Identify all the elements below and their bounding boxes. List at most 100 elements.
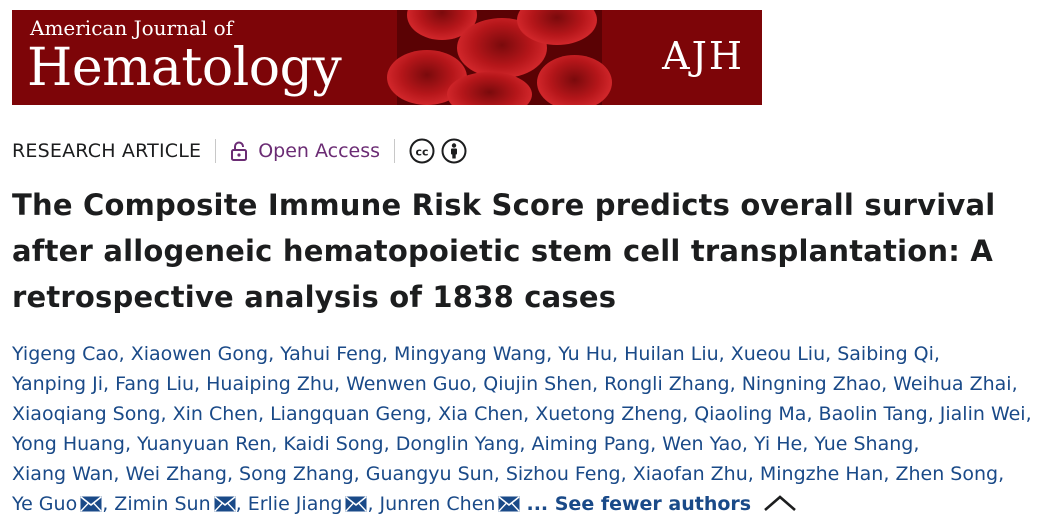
author-name[interactable]: Qiujin Shen xyxy=(483,373,593,395)
author-item[interactable]: Yue Shang xyxy=(814,433,913,455)
author-name[interactable]: Wenwen Guo xyxy=(346,373,472,395)
author-name[interactable]: Donglin Yang xyxy=(395,433,520,455)
author-item[interactable]: Weihua Zhai xyxy=(893,373,1011,395)
author-name[interactable]: Mingyang Wang xyxy=(393,343,547,365)
author-item[interactable]: Qiujin Shen xyxy=(483,373,592,395)
author-item[interactable]: Junren Chen xyxy=(380,493,521,515)
author-name[interactable]: Xiaowen Gong xyxy=(130,343,269,365)
author-item[interactable]: Yigeng Cao xyxy=(12,343,119,365)
author-name[interactable]: Guangyu Sun xyxy=(365,463,494,485)
author-name[interactable]: Qiaoling Ma xyxy=(694,403,807,425)
author-name[interactable]: Liangquan Geng xyxy=(270,403,427,425)
journal-banner[interactable]: American Journal of Hematology AJH xyxy=(12,10,762,105)
author-item[interactable]: Wen Yao xyxy=(662,433,742,455)
author-item[interactable]: Kaidi Song xyxy=(283,433,383,455)
author-item[interactable]: Mingzhe Han xyxy=(760,463,884,485)
author-item[interactable]: Fang Liu xyxy=(115,373,194,395)
author-name[interactable]: Xin Chen xyxy=(172,403,258,425)
author-name[interactable]: Erlie Jiang xyxy=(247,493,343,515)
journal-abbrev-logo: AJH xyxy=(662,34,744,78)
author-item[interactable]: Yong Huang xyxy=(12,433,125,455)
author-item[interactable]: Liangquan Geng xyxy=(270,403,426,425)
author-item[interactable]: Erlie Jiang xyxy=(248,493,368,515)
author-name[interactable]: Song Zhang xyxy=(239,463,354,485)
author-name[interactable]: Xiang Wan xyxy=(12,463,114,485)
author-item[interactable]: Saibing Qi xyxy=(837,343,934,365)
author-item[interactable]: Huaiping Zhu xyxy=(206,373,334,395)
author-item[interactable]: Xiaoqiang Song xyxy=(12,403,160,425)
author-name[interactable]: Baolin Tang xyxy=(818,403,928,425)
author-name[interactable]: Xia Chen xyxy=(438,403,524,425)
author-name[interactable]: Ye Guo xyxy=(12,493,78,515)
author-item[interactable]: Qiaoling Ma xyxy=(694,403,806,425)
author-item[interactable]: Song Zhang xyxy=(239,463,354,485)
author-item[interactable]: Donglin Yang xyxy=(396,433,520,455)
author-name[interactable]: Mingzhe Han xyxy=(759,463,884,485)
author-name[interactable]: Huaiping Zhu xyxy=(206,373,334,395)
author-item[interactable]: Rongli Zhang xyxy=(604,373,729,395)
author-name[interactable]: Zhen Song xyxy=(895,463,999,485)
email-icon[interactable] xyxy=(80,491,102,512)
author-item[interactable]: Wei Zhang xyxy=(125,463,227,485)
chevron-up-icon[interactable] xyxy=(763,491,797,511)
author-name[interactable]: Yigeng Cao xyxy=(12,343,119,365)
author-item[interactable]: Huilan Liu xyxy=(624,343,719,365)
author-item[interactable]: Zimin Sun xyxy=(114,491,236,515)
author-name[interactable]: Yi He xyxy=(753,433,803,455)
author-item[interactable]: Ye Guo xyxy=(12,493,102,515)
email-icon[interactable] xyxy=(214,491,236,512)
author-name[interactable]: Rongli Zhang xyxy=(604,373,730,395)
author-name[interactable]: Yanping Ji xyxy=(12,373,104,395)
author-name[interactable]: Xueou Liu xyxy=(730,343,826,365)
see-fewer-authors-link[interactable]: ... See fewer authors xyxy=(526,493,752,515)
author-item[interactable]: Sizhou Feng xyxy=(506,463,621,485)
author-name[interactable]: Junren Chen xyxy=(379,493,496,515)
author-item[interactable]: Ningning Zhao xyxy=(742,373,881,395)
author-item[interactable]: Yuanyuan Ren xyxy=(137,433,271,455)
author-item[interactable]: Xiaofan Zhu xyxy=(633,463,748,485)
open-access-link[interactable]: Open Access xyxy=(230,140,380,162)
license-icons[interactable]: cc xyxy=(409,138,467,164)
author-name[interactable]: Yu Hu xyxy=(558,343,613,365)
author-name[interactable]: Huilan Liu xyxy=(624,343,719,365)
author-item[interactable]: Xueou Liu xyxy=(731,343,825,365)
author-name[interactable]: Yahui Feng xyxy=(280,343,382,365)
author-name[interactable]: Yong Huang xyxy=(12,433,125,455)
author-name[interactable]: Xiaofan Zhu xyxy=(632,463,748,485)
author-item[interactable]: Yahui Feng xyxy=(280,343,382,365)
author-item[interactable]: Baolin Tang xyxy=(819,403,928,425)
author-name[interactable]: Jialin Wei xyxy=(939,403,1026,425)
author-name[interactable]: Ningning Zhao xyxy=(741,373,882,395)
author-item[interactable]: Wenwen Guo xyxy=(346,373,471,395)
author-item[interactable]: Mingyang Wang xyxy=(394,343,546,365)
author-name[interactable]: Yuanyuan Ren xyxy=(137,433,272,455)
article-type: RESEARCH ARTICLE xyxy=(12,140,202,162)
author-item[interactable]: Xuetong Zheng xyxy=(535,403,682,425)
author-name[interactable]: Sizhou Feng xyxy=(505,463,621,485)
author-name[interactable]: Yue Shang xyxy=(814,433,914,455)
author-name[interactable]: Wei Zhang xyxy=(125,463,227,485)
author-separator: , xyxy=(471,373,484,395)
email-icon[interactable] xyxy=(498,491,520,512)
author-name[interactable]: Kaidi Song xyxy=(283,433,384,455)
author-item[interactable]: Xiang Wan xyxy=(12,463,113,485)
author-name[interactable]: Wen Yao xyxy=(662,433,742,455)
author-name[interactable]: Xuetong Zheng xyxy=(535,403,683,425)
author-item[interactable]: Yu Hu xyxy=(558,343,612,365)
author-item[interactable]: Jialin Wei xyxy=(940,403,1026,425)
author-item[interactable]: Yanping Ji xyxy=(12,373,103,395)
author-item[interactable]: Yi He xyxy=(754,433,802,455)
author-name[interactable]: Fang Liu xyxy=(115,373,195,395)
author-item[interactable]: Xin Chen xyxy=(173,403,258,425)
email-icon[interactable] xyxy=(345,491,367,512)
author-item[interactable]: Aiming Pang xyxy=(532,433,651,455)
author-name[interactable]: Zimin Sun xyxy=(114,493,211,515)
author-name[interactable]: Weihua Zhai xyxy=(893,373,1012,395)
author-item[interactable]: Xiaowen Gong xyxy=(131,343,268,365)
author-name[interactable]: Xiaoqiang Song xyxy=(12,403,161,425)
author-item[interactable]: Zhen Song xyxy=(895,463,998,485)
author-item[interactable]: Guangyu Sun xyxy=(366,463,494,485)
author-item[interactable]: Xia Chen xyxy=(438,403,523,425)
author-name[interactable]: Aiming Pang xyxy=(531,433,651,455)
author-name[interactable]: Saibing Qi xyxy=(837,343,934,365)
